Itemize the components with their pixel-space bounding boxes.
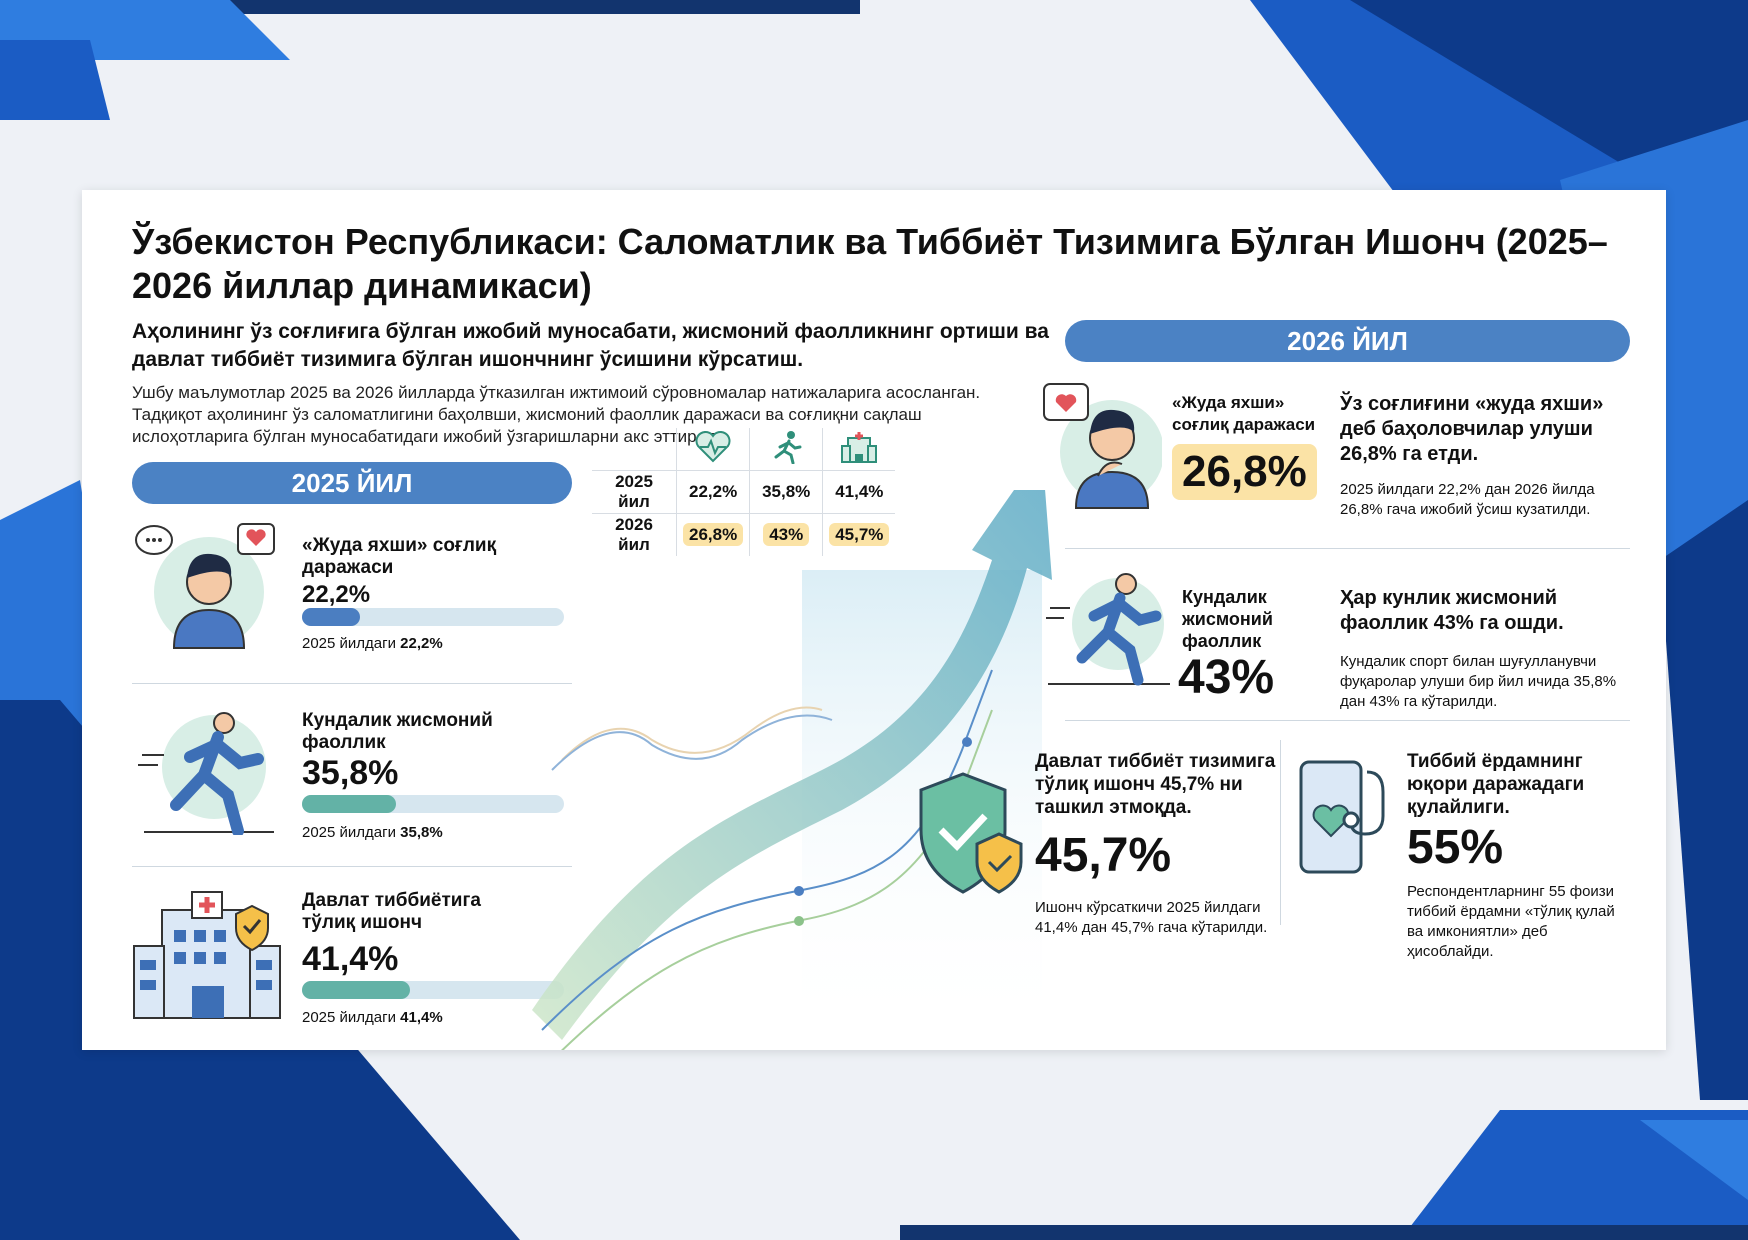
page-description: Ушбу маълумотлар 2025 ва 2026 йилларда ў… bbox=[132, 383, 981, 446]
runner-icon bbox=[1046, 573, 1170, 686]
item-trust-note: 2025 йилдаги 41,4% bbox=[302, 1008, 443, 1028]
table-cell: 22,2% bbox=[675, 470, 751, 514]
activity-progress-bar bbox=[302, 795, 564, 813]
activity-2026-headline: Ҳар кунлик жисмоний фаоллик 43% га ошди. bbox=[1340, 587, 1564, 634]
year-2025-header: 2025 ЙИЛ bbox=[132, 462, 572, 504]
page-title: Ўзбекистон Республикаси: Саломатлик ва Т… bbox=[132, 221, 1608, 306]
divider bbox=[1065, 720, 1630, 721]
highlight-value: 45,7% bbox=[829, 523, 890, 546]
runner-icon bbox=[749, 428, 824, 471]
item-health-value: 22,2% bbox=[302, 581, 371, 608]
table-cell-year: 2025 йил bbox=[592, 470, 677, 514]
health-2026-headline: Ўз соғлиғини «жуда яхши» деб баҳоловчила… bbox=[1340, 393, 1604, 465]
page-subtitle: Аҳолининг ўз соғлиғига бўлган ижобий мун… bbox=[132, 320, 1049, 371]
trust-progress-fill bbox=[302, 981, 411, 999]
table-corner bbox=[592, 428, 677, 471]
item-trust-value: 41,4% bbox=[302, 940, 399, 978]
table-cell: 26,8% bbox=[675, 513, 751, 556]
health-2026-note: 2025 йилдаги 22,2% дан 2026 йилда 26,8% … bbox=[1340, 481, 1595, 518]
growth-arrow-graphic bbox=[532, 490, 1052, 1050]
item-activity-note: 2025 йилдаги 35,8% bbox=[302, 823, 443, 843]
infographic-card: Ўзбекистон Республикаси: Саломатлик ва Т… bbox=[82, 190, 1666, 1050]
item-trust-label: Давлат тиббиётига тўлиқ ишонч bbox=[302, 890, 481, 933]
note-prefix: 2025 йилдаги bbox=[302, 824, 396, 841]
shield-check-icon bbox=[919, 772, 1023, 894]
table-row: 2025 йил 22,2% 35,8% 41,4% bbox=[592, 470, 896, 514]
item-health-note: 2025 йилдаги 22,2% bbox=[302, 634, 443, 654]
access-2026-value: 55% bbox=[1407, 821, 1504, 874]
note-value: 41,4% bbox=[400, 1009, 443, 1026]
health-progress-bar bbox=[302, 608, 564, 626]
divider bbox=[1065, 548, 1630, 549]
thinking-person-icon bbox=[1043, 383, 1162, 509]
health-2026-label: «Жуда яхши» соғлиқ даражаси bbox=[1172, 393, 1316, 434]
item-activity-value: 35,8% bbox=[302, 754, 399, 792]
item-activity-label: Кундалик жисмоний фаоллик bbox=[302, 710, 493, 753]
table-cell: 43% bbox=[749, 513, 824, 556]
trust-2026-value: 45,7% bbox=[1035, 829, 1172, 882]
table-cell-year: 2026 йил bbox=[592, 513, 677, 556]
note-prefix: 2025 йилдаги bbox=[302, 1009, 396, 1026]
table-row: 2026 йил 26,8% 43% 45,7% bbox=[592, 513, 896, 556]
activity-progress-fill bbox=[302, 795, 396, 813]
divider bbox=[132, 683, 572, 684]
item-health-label: «Жуда яхши» соғлиқ даражаси bbox=[302, 535, 497, 578]
activity-2026-note: Кундалик спорт билан шуғулланувчи фуқаро… bbox=[1340, 653, 1617, 710]
table-cell: 35,8% bbox=[749, 470, 824, 514]
highlight-value: 43% bbox=[763, 523, 810, 546]
activity-2026-label: Кундалик жисмоний фаоллик bbox=[1182, 587, 1273, 651]
note-value: 35,8% bbox=[400, 824, 443, 841]
table-cell: 45,7% bbox=[822, 513, 896, 556]
activity-2026-value: 43% bbox=[1178, 651, 1275, 704]
access-2026-headline: Тиббий ёрдамнинг юқори даражадаги қулайл… bbox=[1407, 751, 1585, 818]
health-progress-fill bbox=[302, 608, 361, 626]
comparison-table: 2025 йил 22,2% 35,8% 41,4% 2026 йил 26,8… bbox=[592, 428, 896, 556]
hospital-icon bbox=[822, 428, 896, 471]
trust-progress-bar bbox=[302, 981, 564, 999]
person-icon bbox=[135, 523, 275, 649]
divider bbox=[132, 866, 572, 867]
note-prefix: 2025 йилдаги bbox=[302, 635, 396, 652]
access-2026-note: Респондентларнинг 55 фоизи тиббий ёрдамн… bbox=[1407, 883, 1615, 960]
table-header-row bbox=[592, 428, 896, 471]
hospital-icon bbox=[133, 891, 281, 1019]
health-2026-value: 26,8% bbox=[1172, 444, 1317, 500]
year-2026-header: 2026 ЙИЛ bbox=[1065, 320, 1630, 362]
runner-icon bbox=[138, 712, 274, 835]
trust-2026-headline: Давлат тиббиёт тизимига тўлиқ ишонч 45,7… bbox=[1035, 751, 1276, 818]
trust-2026-note: Ишонч кўрсаткичи 2025 йилдаги 41,4% дан … bbox=[1035, 899, 1268, 936]
phone-stethoscope-icon bbox=[1299, 760, 1385, 874]
highlight-value: 26,8% bbox=[683, 523, 744, 546]
heart-pulse-icon bbox=[675, 428, 751, 471]
vertical-divider bbox=[1280, 740, 1281, 925]
table-cell: 41,4% bbox=[822, 470, 896, 514]
note-value: 22,2% bbox=[400, 635, 443, 652]
